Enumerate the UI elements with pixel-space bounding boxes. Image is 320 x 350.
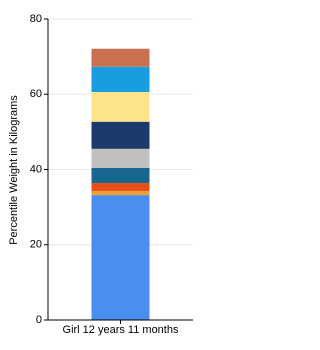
y-tick-label: 60	[30, 88, 42, 100]
bar-segment	[91, 91, 150, 122]
bar-segment	[91, 190, 150, 196]
y-tick-label: 80	[30, 13, 42, 25]
y-tick-label: 0	[36, 314, 42, 326]
bar-segment	[91, 48, 150, 67]
bar-segment	[91, 121, 150, 149]
x-tick-label: Girl 12 years 11 months	[63, 324, 179, 336]
y-tick-label: 20	[30, 239, 42, 251]
bar-segment	[91, 195, 150, 320]
y-axis-label: Percentile Weight in Kilograms	[8, 95, 20, 245]
bar-segment	[91, 167, 150, 184]
bar-segment	[91, 148, 150, 168]
bar-segment	[91, 183, 150, 191]
bar-segment	[91, 66, 150, 92]
y-tick-label: 40	[30, 163, 42, 175]
chart: Percentile Weight in Kilograms 0 20 40 60 80…	[8, 13, 193, 336]
